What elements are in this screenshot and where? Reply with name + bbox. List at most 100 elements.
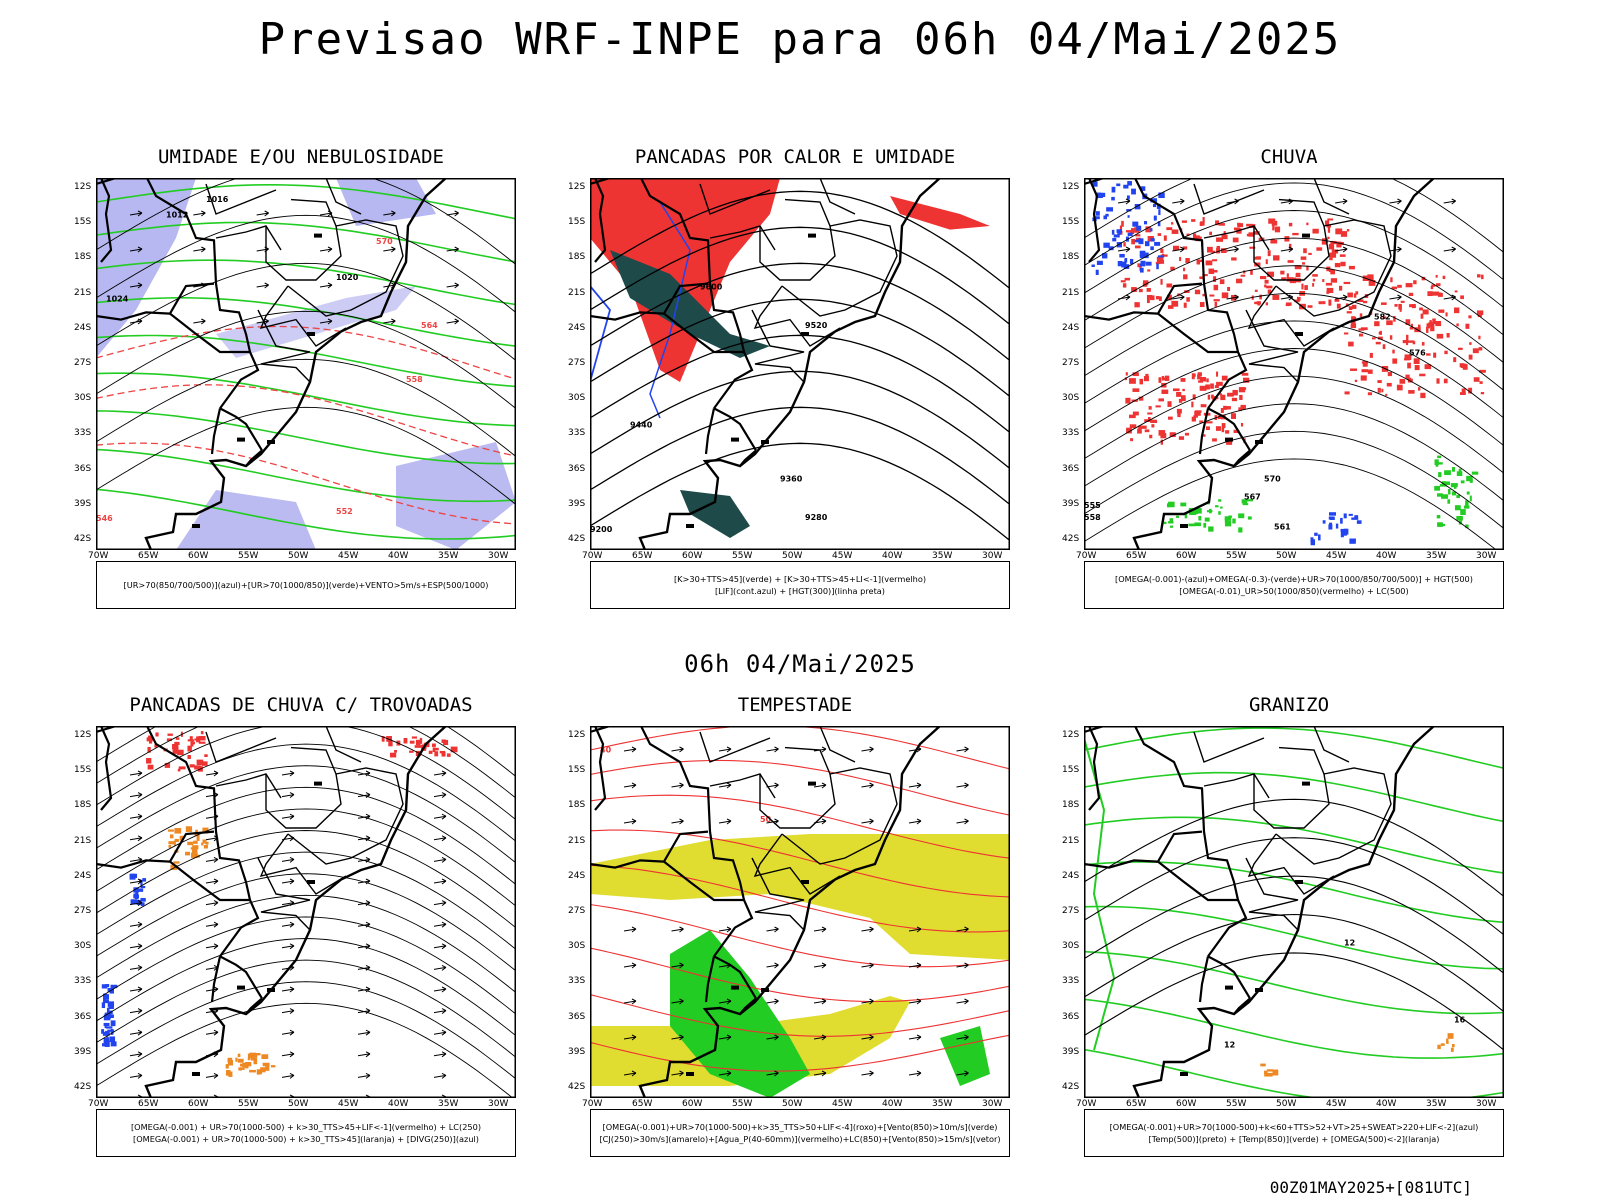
lat-tick-label: 42S <box>568 1082 586 1092</box>
map-tempestade: 40 50 12S 15S 18S 21S 24S 27S 30S 33S 36S 39S 42S 70W… <box>568 726 1010 1109</box>
lat-tick-label: 12S <box>1062 182 1080 192</box>
svg-text:546: 546 <box>96 514 113 523</box>
lon-tick-label: 60W <box>682 1099 703 1109</box>
lat-tick-label: 42S <box>74 534 92 544</box>
lat-tick-label: 33S <box>74 428 92 439</box>
legend-line: [CJ(250)>30m/s](amarelo)+[Agua_P(40-60mm… <box>599 1134 1001 1144</box>
lon-tick-label: 60W <box>1176 551 1197 561</box>
lon-tick-label: 65W <box>138 1099 159 1109</box>
lat-tick-label: 39S <box>1062 1046 1080 1057</box>
svg-text:561: 561 <box>1274 523 1291 532</box>
svg-text:9520: 9520 <box>805 321 828 330</box>
lon-tick-label: 50W <box>1276 551 1297 561</box>
lat-tick-label: 15S <box>1062 765 1080 776</box>
lat-tick-label: 30S <box>568 941 586 952</box>
lat-tick-label: 27S <box>1062 358 1080 368</box>
lon-tick-label: 40W <box>1376 551 1397 561</box>
panel-legend: [UR>70(850/700/500)](azul)+[UR>70(1000/8… <box>96 561 516 609</box>
lon-tick-label: 45W <box>338 551 359 561</box>
main-title: Previsao WRF-INPE para 06h 04/Mai/2025 <box>258 14 1342 65</box>
lat-tick-label: 42S <box>1062 534 1080 544</box>
lat-tick-label: 21S <box>568 835 586 846</box>
lat-tick-label: 36S <box>74 463 92 474</box>
map-canvas <box>96 726 516 1098</box>
lat-tick-label: 30S <box>1062 941 1080 952</box>
panel-chuva: CHUVA 582 576 570 567 561 558 555 12S 15S 18S 21S 2… <box>1054 146 1524 646</box>
map-pancadas-trovoadas: 12S 15S 18S 21S 24S 27S 30S 33S 36S 39S 42S 70W 65W 6… <box>74 726 516 1109</box>
map-canvas: 40 50 <box>590 726 1010 1098</box>
panel-granizo: GRANIZO 12 16 12 12S 15S 18S 21S 24S 27S 30S 33S 36… <box>1054 694 1524 1194</box>
lat-tick-label: 36S <box>568 463 586 474</box>
map-pancadas-calor: 9600 9520 9440 9360 9280 9200 12S 15S 18S 21S 24S 2… <box>568 178 1010 561</box>
legend-line: [Temp(500)](preto) + [Temp(850)](verde) … <box>1148 1134 1440 1144</box>
lon-tick-label: 45W <box>832 551 853 561</box>
lon-tick-label: 40W <box>882 1099 903 1109</box>
lat-tick-label: 21S <box>74 835 92 846</box>
lon-tick-label: 45W <box>1326 551 1347 561</box>
lat-tick-label: 24S <box>1062 322 1080 333</box>
lat-tick-label: 36S <box>74 1011 92 1022</box>
lon-tick-label: 60W <box>188 1099 209 1109</box>
lat-tick-label: 27S <box>568 906 586 916</box>
svg-text:576: 576 <box>1409 349 1426 358</box>
lon-tick-label: 40W <box>882 551 903 561</box>
legend-line: [OMEGA(-0.001) + UR>70(1000-500) + k>30_… <box>130 1122 482 1132</box>
panel-title: PANCADAS POR CALOR E UMIDADE <box>634 146 956 168</box>
lat-tick-label: 12S <box>74 730 92 740</box>
svg-text:40: 40 <box>600 745 612 754</box>
svg-text:1012: 1012 <box>166 211 188 220</box>
lon-tick-label: 55W <box>238 1099 259 1109</box>
map-granizo: 12 16 12 12S 15S 18S 21S 24S 27S 30S 33S 36S 39S 42S 7… <box>1062 726 1504 1109</box>
lat-tick-label: 39S <box>1062 498 1080 509</box>
lon-tick-label: 70W <box>88 1099 109 1109</box>
panel-legend: [OMEGA(-0.001)+UR>70(1000-500)+k>35_TTS>… <box>590 1109 1010 1157</box>
legend-line: [OMEGA(-0.001)+UR>70(1000-500)+k<60+TTS>… <box>1109 1122 1479 1132</box>
svg-text:9280: 9280 <box>805 513 828 522</box>
svg-text:570: 570 <box>376 237 393 246</box>
forecast-time: 06h 04/Mai/2025 <box>684 650 916 678</box>
lat-tick-label: 39S <box>568 1046 586 1057</box>
lon-tick-label: 65W <box>138 551 159 561</box>
lon-tick-label: 55W <box>238 551 259 561</box>
svg-text:558: 558 <box>406 375 423 384</box>
lat-tick-label: 12S <box>568 730 586 740</box>
panel-pancadas-trovoadas: PANCADAS DE CHUVA C/ TROVOADAS 12S 15S 18S… <box>66 694 536 1194</box>
svg-text:9360: 9360 <box>780 475 803 484</box>
svg-text:582: 582 <box>1374 313 1391 322</box>
lon-tick-label: 45W <box>1326 1099 1347 1109</box>
lat-tick-label: 33S <box>568 428 586 439</box>
svg-text:9440: 9440 <box>630 421 653 430</box>
panel-pancadas-calor: PANCADAS POR CALOR E UMIDADE 9600 9520 944… <box>560 146 1030 646</box>
lon-tick-label: 30W <box>1476 1099 1497 1109</box>
svg-text:16: 16 <box>1454 1015 1466 1024</box>
map-canvas: 1012 1016 1020 1024 570 564 558 552 546 <box>96 178 516 550</box>
lon-tick-label: 60W <box>682 551 703 561</box>
lat-tick-label: 15S <box>1062 217 1080 228</box>
run-timestamp: 00Z01MAY2025+[081UTC] <box>1269 1178 1472 1197</box>
lon-tick-label: 40W <box>388 551 409 561</box>
svg-text:564: 564 <box>421 321 438 330</box>
lat-tick-label: 21S <box>1062 835 1080 846</box>
lon-tick-label: 60W <box>188 551 209 561</box>
lat-tick-label: 12S <box>74 182 92 192</box>
legend-line: [OMEGA(-0.01)_UR>50(1000/850)(vermelho) … <box>1179 586 1409 596</box>
lat-tick-label: 15S <box>568 765 586 776</box>
lat-tick-label: 42S <box>74 1082 92 1092</box>
lat-tick-label: 24S <box>568 322 586 333</box>
lat-tick-label: 18S <box>1062 800 1080 811</box>
panel-title: UMIDADE E/OU NEBULOSIDADE <box>158 146 444 168</box>
lon-tick-label: 55W <box>1226 1099 1247 1109</box>
lon-tick-label: 40W <box>1376 1099 1397 1109</box>
lat-tick-label: 33S <box>568 976 586 987</box>
svg-text:552: 552 <box>336 507 353 516</box>
lon-tick-label: 65W <box>1126 1099 1147 1109</box>
lat-tick-label: 30S <box>74 941 92 952</box>
svg-text:558: 558 <box>1084 513 1101 522</box>
lon-tick-label: 35W <box>1426 1099 1447 1109</box>
lon-tick-label: 55W <box>1226 551 1247 561</box>
lat-tick-label: 24S <box>74 870 92 881</box>
legend-line: [K>30+TTS>45](verde) + [K>30+TTS>45+LI<-… <box>673 574 927 584</box>
lon-tick-label: 70W <box>582 551 603 561</box>
lat-tick-label: 15S <box>74 217 92 228</box>
lat-tick-label: 12S <box>1062 730 1080 740</box>
